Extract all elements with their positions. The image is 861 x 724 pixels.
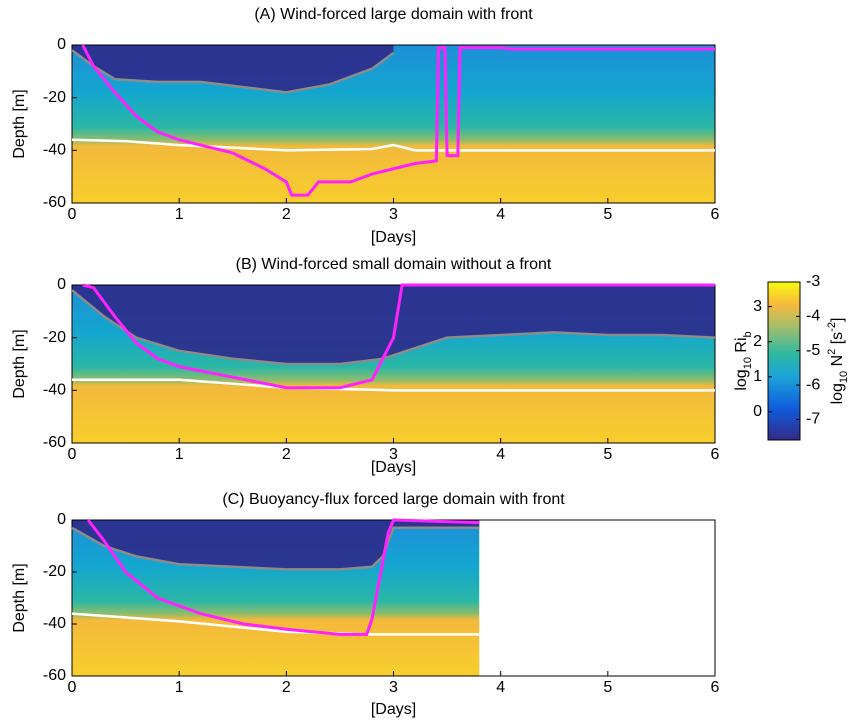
x-tick-label: 2: [282, 446, 291, 463]
x-axis-label: [Days]: [371, 459, 416, 476]
label-part: log: [829, 383, 846, 404]
y-tick-label: -20: [43, 329, 66, 346]
x-tick-label: 0: [68, 206, 77, 223]
x-tick-label: 1: [175, 206, 184, 223]
label-part: log: [733, 369, 750, 390]
line-series: [81, 44, 715, 197]
x-tick-label: 0: [68, 679, 77, 696]
x-tick-label: 6: [711, 206, 720, 223]
x-axis-label: [Days]: [371, 229, 416, 246]
colorbar-tick-label: -3: [806, 273, 820, 290]
x-tick-label: 2: [282, 206, 291, 223]
colorbar: [767, 281, 801, 441]
line-series: [71, 138, 715, 152]
y-tick-label: -60: [43, 667, 66, 684]
x-tick-label: 3: [389, 206, 398, 223]
label-part: b: [742, 331, 754, 337]
mixed-region: [72, 285, 715, 364]
x-tick-label: 4: [496, 679, 505, 696]
colorbar-tick-label: 3: [753, 298, 762, 315]
y-tick-label: -40: [43, 615, 66, 632]
x-tick-label: 3: [389, 679, 398, 696]
colorbar-tick-label: -5: [806, 342, 820, 359]
colorbar-label: log10 N2 [s-2]: [826, 318, 850, 405]
x-tick-label: 5: [603, 679, 612, 696]
panel-title: (B) Wind-forced small domain without a f…: [236, 256, 552, 273]
x-tick-label: 1: [175, 446, 184, 463]
label-part: 10: [742, 357, 754, 369]
x-tick-label: 0: [68, 446, 77, 463]
y-axis-label: Depth [m]: [11, 329, 28, 398]
panel-title: (C) Buoyancy-flux forced large domain wi…: [222, 491, 565, 508]
x-axis-label: [Days]: [371, 701, 416, 718]
label-part: [s: [829, 332, 846, 349]
colorbar-tick-label: -6: [806, 376, 820, 393]
x-tick-label: 4: [496, 206, 505, 223]
x-tick-label: 2: [282, 679, 291, 696]
y-tick-label: -40: [43, 382, 66, 399]
line-series: [82, 283, 715, 390]
x-tick-label: 3: [389, 446, 398, 463]
x-tick-label: 5: [603, 206, 612, 223]
label-part: N: [829, 355, 846, 371]
colorbar-tick-label: 1: [753, 368, 762, 385]
x-tick-label: 6: [711, 679, 720, 696]
line-series: [71, 612, 480, 636]
line-series: [71, 49, 395, 94]
label-part: -2: [826, 322, 838, 332]
colorbar-tick-label: 0: [753, 403, 762, 420]
label-part: 2: [826, 349, 838, 355]
y-tick-label: 0: [57, 36, 66, 53]
colorbar-tick-label: -4: [806, 308, 820, 325]
y-tick-label: 0: [57, 276, 66, 293]
panel-title: (A) Wind-forced large domain with front: [254, 6, 533, 23]
y-tick-label: 0: [57, 511, 66, 528]
y-tick-label: -20: [43, 89, 66, 106]
label-part: 10: [838, 371, 850, 383]
colorbar-tick-label: 2: [753, 333, 762, 350]
y-tick-label: -60: [43, 434, 66, 451]
line-series: [86, 518, 480, 636]
y-tick-label: -20: [43, 563, 66, 580]
label-part: ]: [829, 318, 846, 322]
y-axis-label: Depth [m]: [11, 563, 28, 632]
y-axis-label: Depth [m]: [11, 89, 28, 158]
colorbar-tick-label: -7: [806, 411, 820, 428]
x-tick-label: 5: [603, 446, 612, 463]
colorbar-label: log10 Rib: [733, 331, 754, 390]
y-tick-label: -60: [43, 194, 66, 211]
y-tick-label: -40: [43, 142, 66, 159]
label-part: Ri: [733, 337, 750, 357]
x-tick-label: 6: [711, 446, 720, 463]
mixed-region: [72, 520, 480, 570]
x-tick-label: 1: [175, 679, 184, 696]
x-tick-label: 4: [496, 446, 505, 463]
